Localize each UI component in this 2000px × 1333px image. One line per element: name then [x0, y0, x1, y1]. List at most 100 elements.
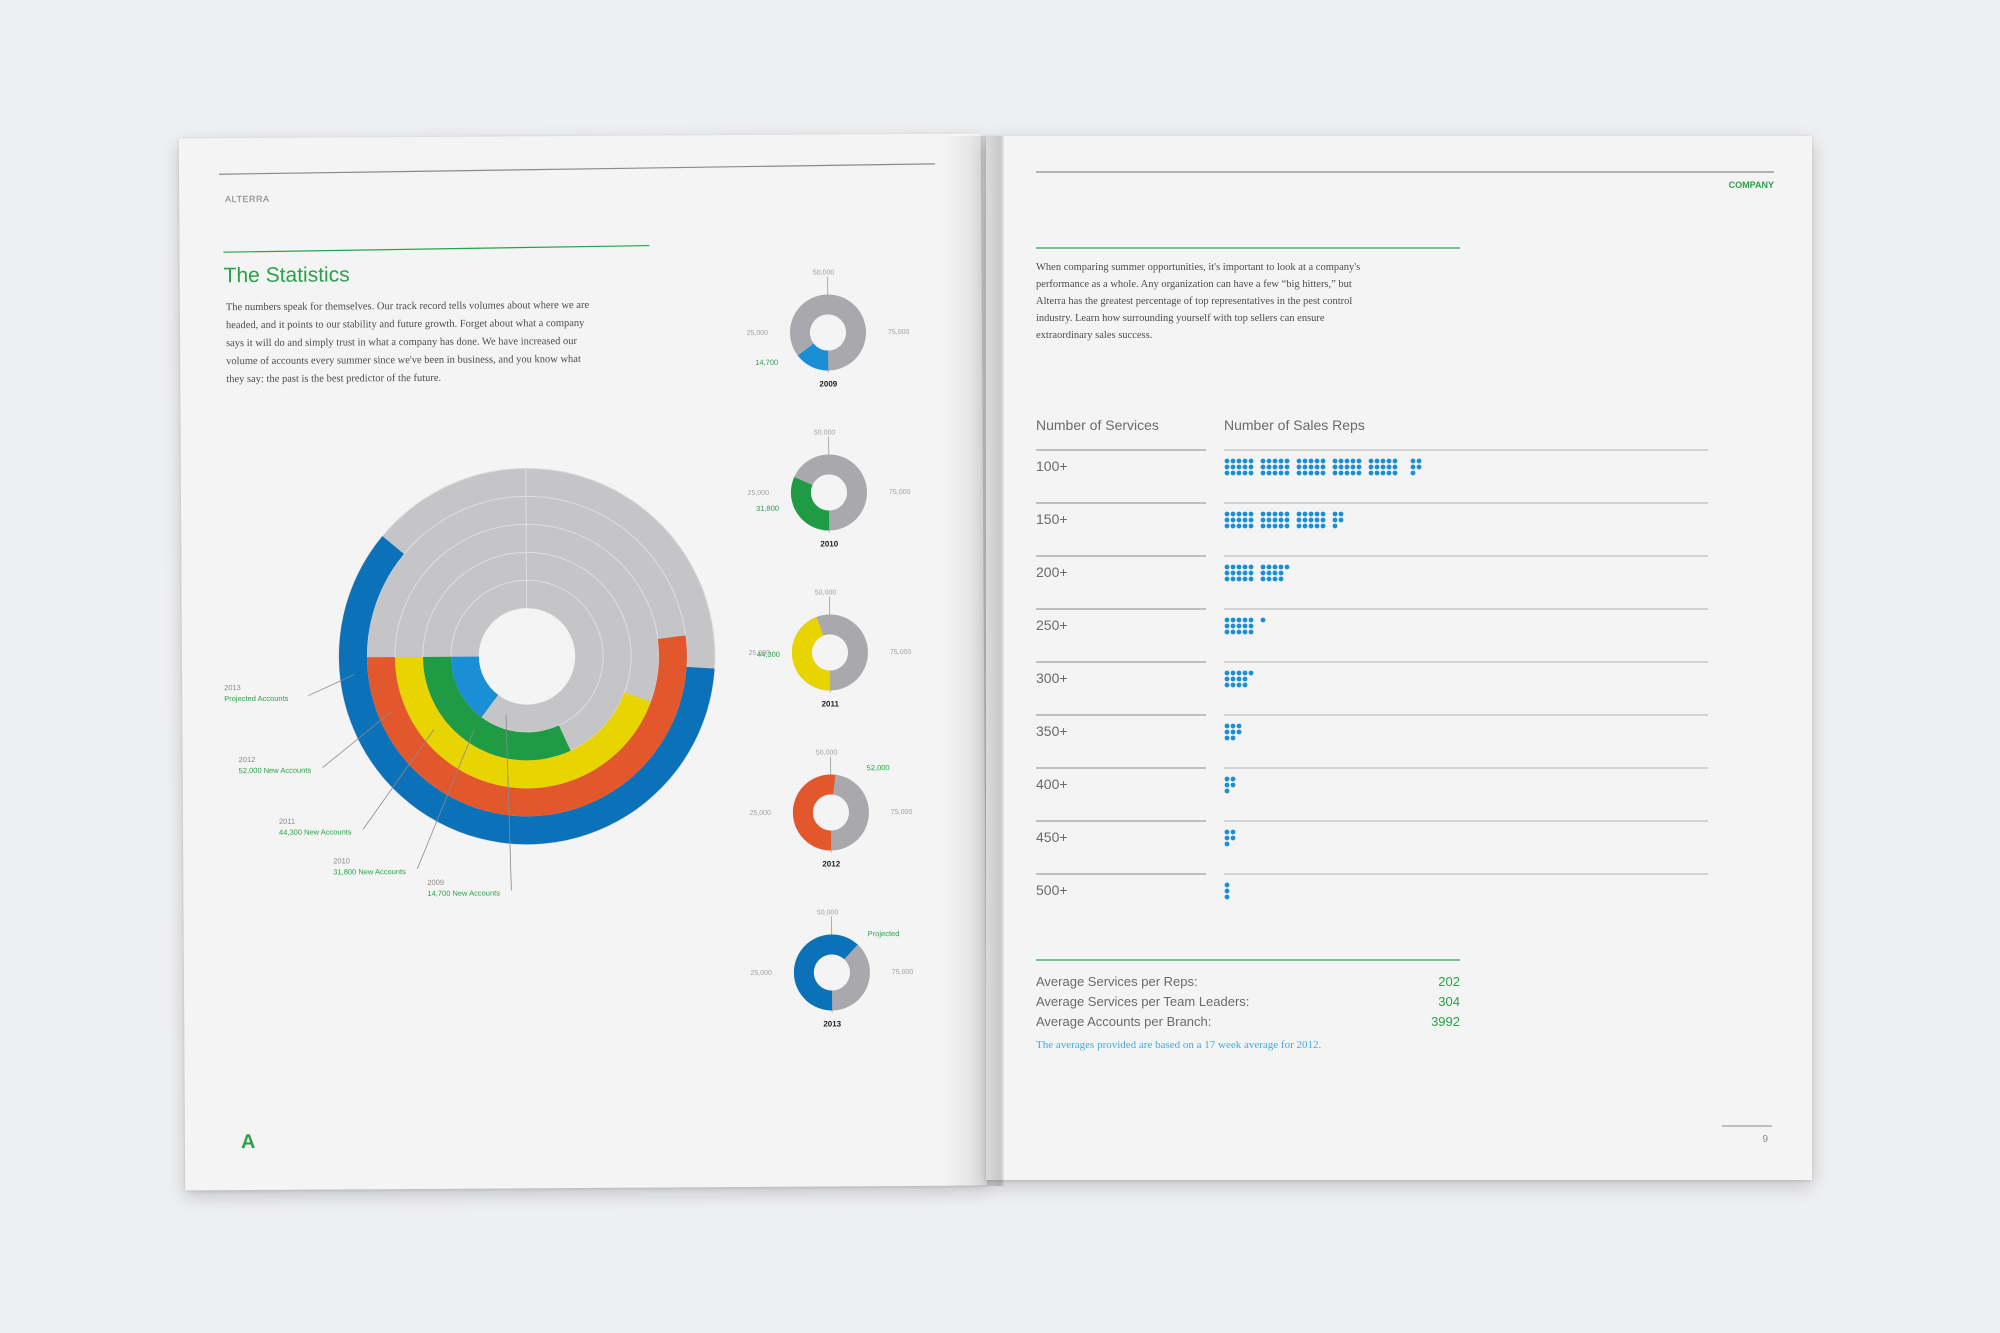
- dot-mark: [1284, 458, 1290, 464]
- dot-row-label: 400+: [1036, 776, 1068, 792]
- dot-mark: [1272, 570, 1278, 576]
- dot-mark: [1260, 523, 1266, 529]
- dot-mark: [1242, 576, 1248, 582]
- dot-mark: [1224, 617, 1230, 623]
- right-page-canvas: COMPANY When comparing summer opportunit…: [1036, 171, 1774, 1145]
- dot-row-350+: [1224, 723, 1242, 741]
- dot-mark: [1230, 564, 1236, 570]
- dot-mark: [1338, 458, 1344, 464]
- dot-mark: [1296, 470, 1302, 476]
- right-intro-line: Alterra has the greatest percentage of t…: [1036, 296, 1352, 307]
- dot-mark: [1320, 511, 1326, 517]
- donut-2011: 50,000 25,000 75,000 44,300 2011: [749, 589, 912, 708]
- radial-accounts-chart: 2013 Projected Accounts 2012 52,000 New Acc…: [224, 467, 716, 898]
- donut-value-arc: [792, 774, 836, 851]
- dot-mark: [1308, 511, 1314, 517]
- dot-mark: [1260, 458, 1266, 464]
- dot-mark: [1230, 835, 1236, 841]
- dot-mark: [1224, 564, 1230, 570]
- dot-mark: [1350, 458, 1356, 464]
- dot-mark: [1224, 517, 1230, 523]
- dot-mark: [1230, 570, 1236, 576]
- dot-mark: [1230, 729, 1236, 735]
- dot-mark: [1272, 470, 1278, 476]
- dot-row-label: 450+: [1036, 829, 1068, 845]
- dot-mark: [1308, 517, 1314, 523]
- dot-mark: [1320, 458, 1326, 464]
- dot-mark: [1332, 458, 1338, 464]
- dot-mark: [1344, 470, 1350, 476]
- radial-leader-2010: [416, 729, 475, 870]
- dot-mark: [1272, 576, 1278, 582]
- donut-axis-left: 25,000: [748, 490, 770, 497]
- page-title: The Statistics: [224, 263, 350, 287]
- donut-axis-left: 25,000: [749, 810, 771, 817]
- dot-mark: [1224, 464, 1230, 470]
- dot-mark: [1284, 511, 1290, 517]
- dot-mark: [1278, 517, 1284, 523]
- radial-ring-2012: [366, 635, 687, 817]
- dot-mark: [1236, 564, 1242, 570]
- dot-mark: [1314, 517, 1320, 523]
- average-label: Average Services per Reps:: [1036, 974, 1198, 989]
- dot-mark: [1368, 470, 1374, 476]
- dot-mark: [1344, 458, 1350, 464]
- dot-row-label: 350+: [1036, 723, 1068, 739]
- dot-mark: [1356, 458, 1362, 464]
- dot-mark: [1266, 564, 1272, 570]
- dot-mark: [1242, 523, 1248, 529]
- dot-mark: [1296, 464, 1302, 470]
- dot-mark: [1236, 617, 1242, 623]
- radial-label-text: 14,700 New Accounts: [427, 889, 500, 898]
- dot-mark: [1224, 894, 1230, 900]
- dot-mark: [1368, 458, 1374, 464]
- dot-mark: [1314, 464, 1320, 470]
- dot-mark: [1236, 629, 1242, 635]
- radial-label-year: 2012: [239, 755, 256, 764]
- dot-mark: [1296, 517, 1302, 523]
- dot-mark: [1230, 458, 1236, 464]
- dot-mark: [1374, 458, 1380, 464]
- radial-leader-2011: [362, 729, 435, 830]
- donut-2010: 50,000 25,000 75,000 31,800 2010: [748, 429, 911, 548]
- dot-mark: [1410, 470, 1416, 476]
- dot-mark: [1224, 470, 1230, 476]
- radial-ring-2010: [422, 656, 571, 761]
- dot-mark: [1284, 523, 1290, 529]
- averages-footnote: The averages provided are based on a 17 …: [1036, 1039, 1322, 1051]
- dot-row-label: 100+: [1036, 458, 1068, 474]
- dot-mark: [1302, 470, 1308, 476]
- dot-mark: [1242, 670, 1248, 676]
- donut-2013: 50,000 25,000 75,000 Projected 2013: [750, 909, 913, 1028]
- dot-mark: [1236, 570, 1242, 576]
- dot-mark: [1230, 523, 1236, 529]
- dot-mark: [1266, 570, 1272, 576]
- left-page: ALTERRA The Statistics The numbers speak…: [178, 133, 988, 1191]
- right-intro-line: performance as a whole. Any organization…: [1036, 279, 1352, 290]
- intro-line: volume of accounts every summer since we…: [226, 354, 581, 367]
- intro-line: The numbers speak for themselves. Our tr…: [226, 300, 590, 313]
- donut-value-label: 14,700: [755, 358, 778, 367]
- dot-mark: [1356, 470, 1362, 476]
- radial-ring-2013: [339, 536, 715, 845]
- dot-mark: [1380, 458, 1386, 464]
- dot-mark: [1224, 682, 1230, 688]
- dot-mark: [1386, 464, 1392, 470]
- donut-hole: [813, 954, 850, 991]
- dot-mark: [1260, 576, 1266, 582]
- dot-mark: [1248, 511, 1254, 517]
- dot-mark: [1302, 511, 1308, 517]
- dot-mark: [1302, 464, 1308, 470]
- dot-mark: [1242, 470, 1248, 476]
- average-label: Average Services per Team Leaders:: [1036, 994, 1249, 1009]
- dot-mark: [1236, 458, 1242, 464]
- dot-row-150+: [1224, 511, 1344, 529]
- dot-mark: [1242, 682, 1248, 688]
- dot-mark: [1230, 629, 1236, 635]
- dot-mark: [1236, 517, 1242, 523]
- dot-mark: [1260, 617, 1266, 623]
- dot-mark: [1260, 570, 1266, 576]
- dot-mark: [1236, 676, 1242, 682]
- radial-ring-2011: [394, 656, 651, 789]
- dot-mark: [1320, 470, 1326, 476]
